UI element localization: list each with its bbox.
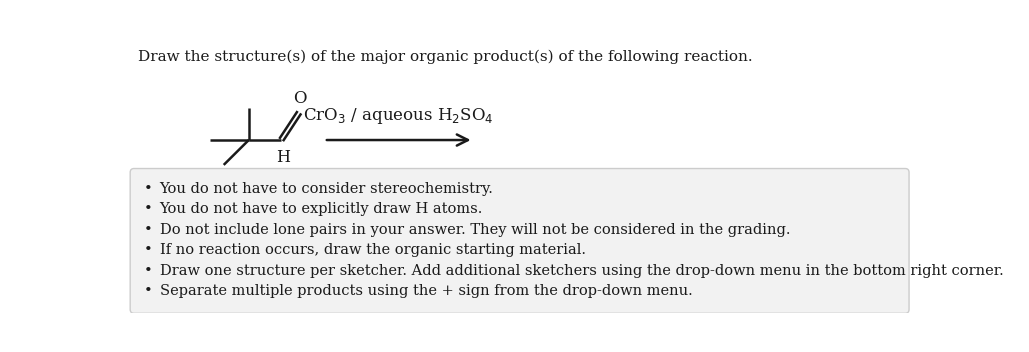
Text: •: • xyxy=(144,284,152,298)
Text: Do not include lone pairs in your answer. They will not be considered in the gra: Do not include lone pairs in your answer… xyxy=(159,223,790,237)
Text: You do not have to consider stereochemistry.: You do not have to consider stereochemis… xyxy=(159,182,494,196)
Text: H: H xyxy=(277,149,290,166)
Text: •: • xyxy=(144,264,152,278)
Text: •: • xyxy=(144,243,152,257)
FancyBboxPatch shape xyxy=(131,169,909,313)
Text: Draw the structure(s) of the major organic product(s) of the following reaction.: Draw the structure(s) of the major organ… xyxy=(138,50,752,64)
Text: Separate multiple products using the + sign from the drop-down menu.: Separate multiple products using the + s… xyxy=(159,284,693,298)
Text: You do not have to explicitly draw H atoms.: You do not have to explicitly draw H ato… xyxy=(159,202,483,216)
Text: •: • xyxy=(144,223,152,237)
Text: O: O xyxy=(293,90,307,107)
Text: Draw one structure per sketcher. Add additional sketchers using the drop-down me: Draw one structure per sketcher. Add add… xyxy=(159,264,1003,278)
Text: If no reaction occurs, draw the organic starting material.: If no reaction occurs, draw the organic … xyxy=(159,243,586,257)
Text: •: • xyxy=(144,202,152,216)
Text: CrO$_3$ / aqueous H$_2$SO$_4$: CrO$_3$ / aqueous H$_2$SO$_4$ xyxy=(304,106,494,126)
Text: •: • xyxy=(144,182,152,196)
